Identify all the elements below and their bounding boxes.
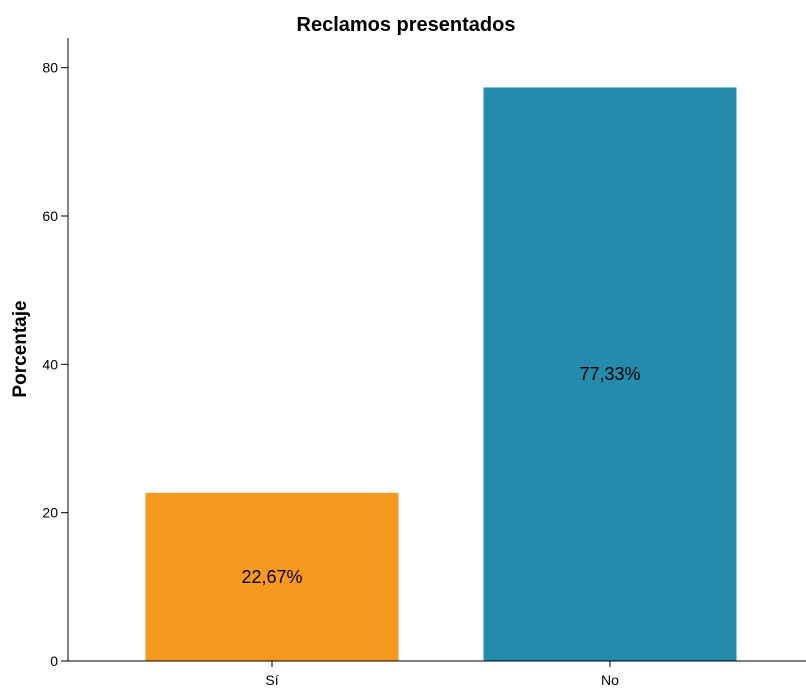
y-tick-label: 0: [50, 653, 58, 669]
y-tick-label: 40: [42, 356, 58, 372]
bars-group: [145, 87, 737, 661]
y-tick-label: 60: [42, 208, 58, 224]
data-label: 22,67%: [241, 567, 302, 587]
y-axis-title: Porcentaje: [10, 300, 31, 397]
data-labels-group: 22,67% 77,33%: [241, 364, 640, 587]
y-tick-label: 80: [42, 60, 58, 76]
data-label: 77,33%: [579, 364, 640, 384]
y-ticks-group: 0 20 40 60 80: [42, 60, 68, 669]
bar-2: [483, 87, 737, 661]
x-ticks-group: Sí No: [265, 661, 619, 688]
y-tick-label: 20: [42, 505, 58, 521]
chart-title: Reclamos presentados: [297, 14, 516, 36]
x-tick-label: No: [601, 672, 619, 688]
bar-1: [145, 492, 399, 661]
x-tick-label: Sí: [265, 672, 278, 688]
